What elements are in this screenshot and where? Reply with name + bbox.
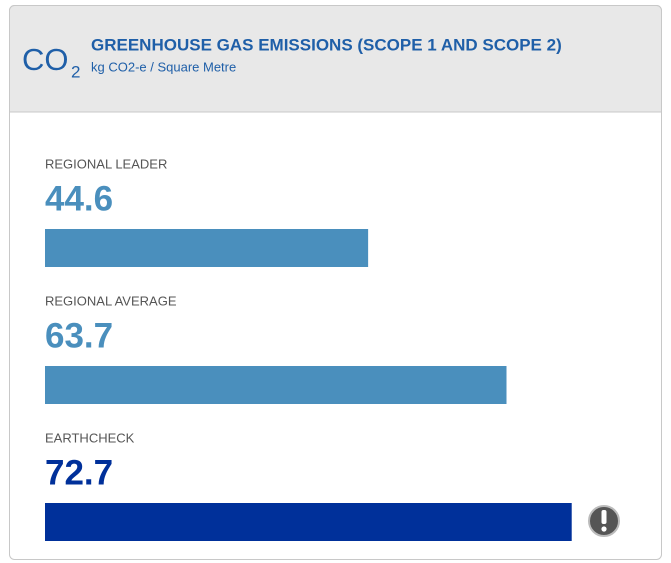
category-label: EARTHCHECK — [45, 430, 135, 445]
category-label: REGIONAL AVERAGE — [45, 293, 177, 308]
value-label: 63.7 — [45, 316, 113, 355]
card-header — [9, 5, 662, 113]
category-label: REGIONAL LEADER — [45, 156, 167, 171]
value-label: 44.6 — [45, 179, 113, 218]
chart-subtitle: kg CO2-e / Square Metre — [91, 59, 236, 74]
chart-title: GREENHOUSE GAS EMISSIONS (SCOPE 1 AND SC… — [91, 35, 562, 54]
icon-text: CO — [22, 42, 69, 77]
bar — [45, 366, 507, 404]
bar — [45, 503, 572, 541]
bar — [45, 229, 369, 267]
icon-subscript: 2 — [71, 62, 80, 81]
alert-icon — [588, 505, 620, 537]
value-label: 72.7 — [45, 453, 113, 492]
